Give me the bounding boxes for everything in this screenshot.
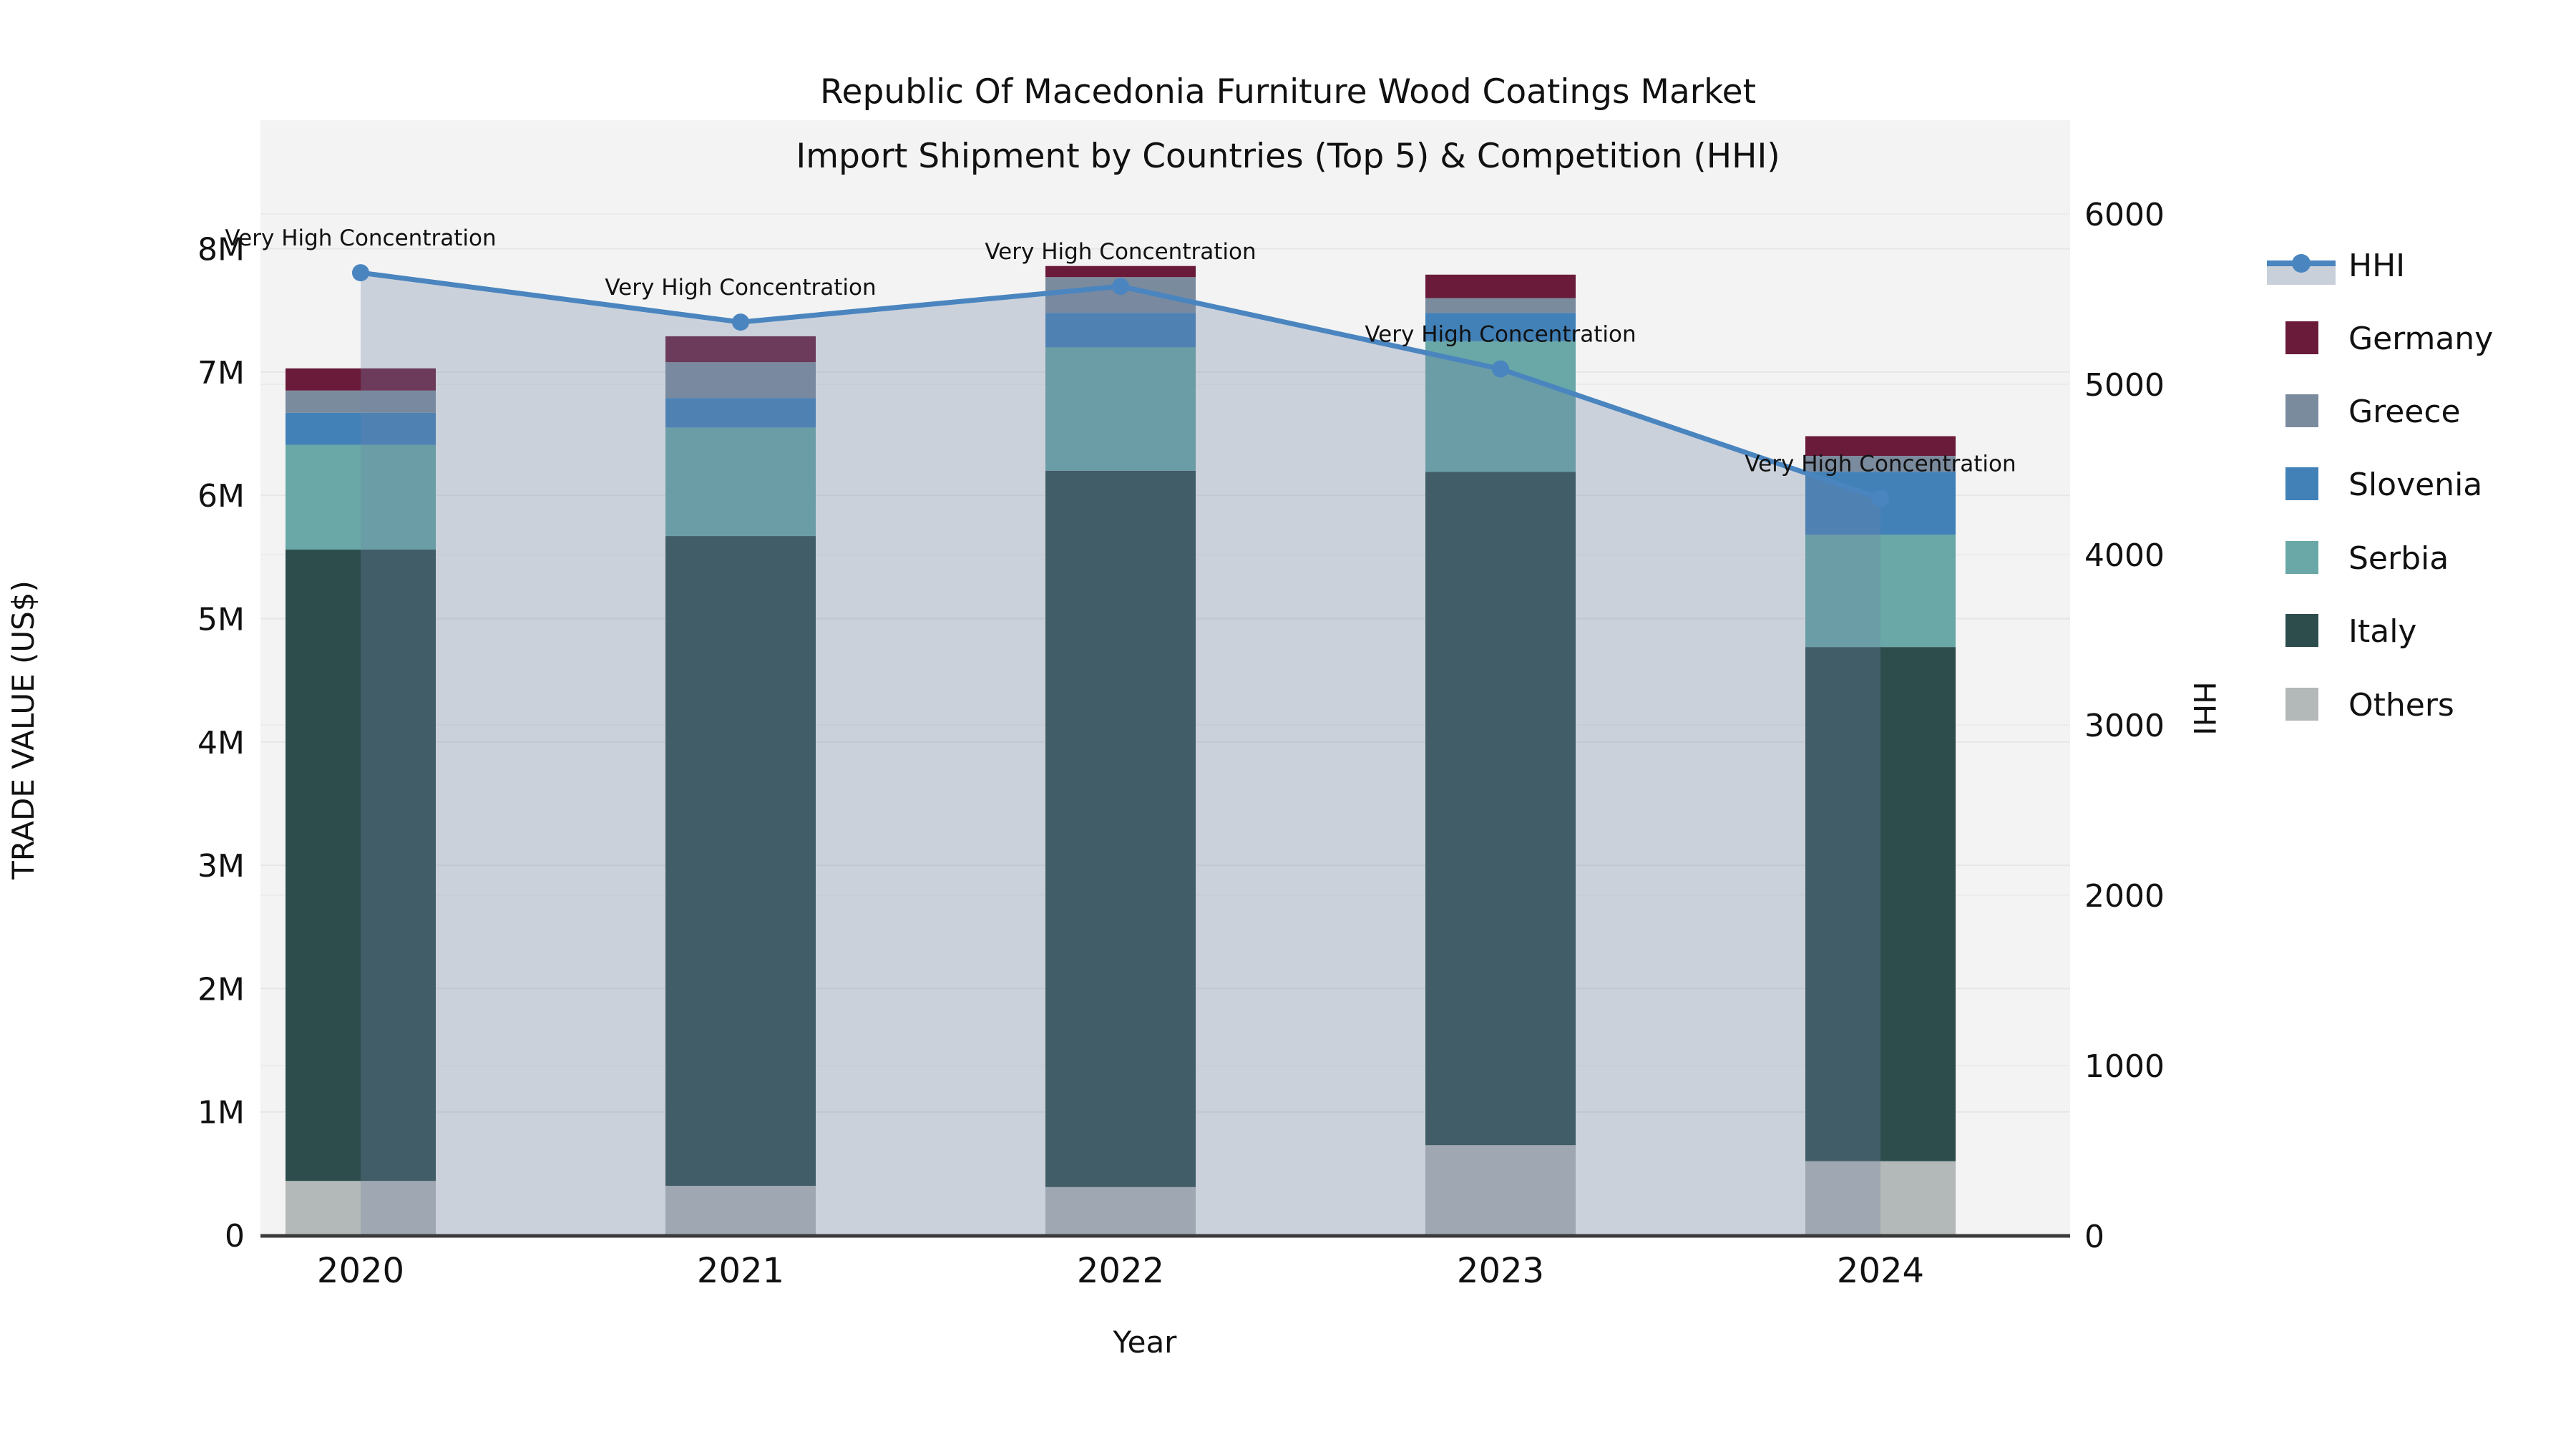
y-axis-label-left: TRADE VALUE (US$) — [6, 580, 41, 880]
annotation-2021: Very High Concentration — [605, 275, 876, 301]
plot-area: Very High Concentration Very High Concent… — [197, 120, 2165, 1291]
legend-swatch-serbia — [2285, 541, 2318, 574]
legend-item-slovenia: Slovenia — [2285, 467, 2482, 503]
legend-item-serbia: Serbia — [2285, 540, 2449, 577]
annotation-2023: Very High Concentration — [1365, 322, 1636, 348]
left-tick-2M: 2M — [197, 971, 245, 1008]
hhi-marker-2020 — [352, 264, 369, 282]
chart-title-line1: Republic Of Macedonia Furniture Wood Coa… — [820, 72, 1756, 112]
legend-swatch-others — [2285, 688, 2318, 721]
bar-segment-italy-2020 — [286, 550, 436, 1181]
hhi-marker-2023 — [1492, 360, 1509, 378]
x-tick-2021: 2021 — [697, 1251, 784, 1291]
bar-segment-others-2021 — [665, 1186, 816, 1235]
bar-segment-slovenia-2022 — [1045, 313, 1196, 348]
legend-hhi-marker-swatch — [2292, 254, 2311, 273]
right-tick-4000: 4000 — [2084, 537, 2165, 574]
hhi-marker-2022 — [1112, 278, 1129, 296]
legend-item-hhi: HHI — [2267, 248, 2405, 285]
legend-swatch-germany — [2285, 321, 2318, 354]
left-tick-8M: 8M — [197, 232, 245, 268]
right-tick-3000: 3000 — [2084, 708, 2165, 744]
bar-segment-italy-2023 — [1425, 472, 1576, 1146]
legend-swatch-greece — [2285, 394, 2318, 427]
bar-segment-germany-2024 — [1805, 436, 1956, 457]
chart-title-line2: Import Shipment by Countries (Top 5) & C… — [796, 137, 1780, 176]
legend: HHI Germany Greece Slovenia Serbia Italy Other… — [2267, 248, 2493, 723]
bar-segment-slovenia-2023 — [1425, 313, 1576, 341]
bar-segment-greece-2021 — [665, 362, 816, 399]
left-tick-4M: 4M — [197, 725, 245, 761]
x-tick-2020: 2020 — [317, 1251, 404, 1291]
hhi-marker-2021 — [732, 313, 749, 331]
bar-segment-germany-2020 — [286, 368, 436, 391]
bar-segment-greece-2020 — [286, 390, 436, 413]
legend-label-slovenia: Slovenia — [2348, 467, 2482, 503]
legend-label-serbia: Serbia — [2348, 540, 2449, 577]
x-tick-2024: 2024 — [1837, 1251, 1924, 1291]
hhi-area-fill — [361, 273, 1880, 1237]
legend-label-hhi: HHI — [2348, 248, 2405, 284]
bar-segment-serbia-2024 — [1805, 535, 1956, 648]
left-tick-7M: 7M — [197, 355, 245, 391]
annotation-2022: Very High Concentration — [985, 239, 1256, 265]
x-axis-label: Year — [1113, 1325, 1178, 1360]
legend-item-italy: Italy — [2285, 613, 2416, 650]
bar-segment-others-2020 — [286, 1181, 436, 1235]
bar-segment-others-2024 — [1805, 1161, 1956, 1235]
bar-segment-germany-2022 — [1045, 265, 1196, 278]
bar-segment-serbia-2021 — [665, 427, 816, 537]
y-axis-label-right: HHI — [2187, 681, 2222, 736]
bar-segment-serbia-2022 — [1045, 347, 1196, 471]
legend-swatch-slovenia — [2285, 467, 2318, 500]
legend-label-germany: Germany — [2348, 321, 2493, 357]
annotation-2020: Very High Concentration — [225, 225, 496, 251]
left-tick-6M: 6M — [197, 478, 245, 515]
hhi-marker-2024 — [1872, 489, 1889, 507]
right-tick-1000: 1000 — [2084, 1048, 2165, 1085]
legend-item-greece: Greece — [2285, 394, 2461, 430]
legend-label-others: Others — [2348, 687, 2454, 723]
bar-segment-others-2023 — [1425, 1145, 1576, 1235]
annotation-2024: Very High Concentration — [1745, 451, 2016, 477]
legend-label-italy: Italy — [2348, 613, 2416, 650]
bar-segment-serbia-2020 — [286, 444, 436, 550]
legend-item-others: Others — [2285, 687, 2454, 723]
left-tick-3M: 3M — [197, 848, 245, 885]
right-tick-5000: 5000 — [2084, 367, 2165, 404]
right-tick-6000: 6000 — [2084, 197, 2165, 233]
bar-segment-italy-2021 — [665, 536, 816, 1187]
left-tick-0: 0 — [225, 1218, 245, 1254]
bar-segment-greece-2023 — [1425, 298, 1576, 313]
bar-segment-others-2022 — [1045, 1187, 1196, 1235]
left-tick-5M: 5M — [197, 602, 245, 638]
bar-segment-slovenia-2021 — [665, 398, 816, 428]
x-tick-2022: 2022 — [1077, 1251, 1164, 1291]
x-tick-2023: 2023 — [1457, 1251, 1544, 1291]
bar-segment-italy-2024 — [1805, 647, 1956, 1161]
bar-segment-slovenia-2020 — [286, 412, 436, 445]
bar-segment-germany-2023 — [1425, 274, 1576, 298]
legend-label-greece: Greece — [2348, 394, 2461, 430]
bar-segment-italy-2022 — [1045, 470, 1196, 1187]
right-tick-0: 0 — [2084, 1219, 2104, 1255]
bar-segment-greece-2024 — [1805, 456, 1956, 472]
right-tick-2000: 2000 — [2084, 878, 2165, 915]
left-tick-1M: 1M — [197, 1095, 245, 1131]
bar-segment-germany-2021 — [665, 336, 816, 363]
legend-item-germany: Germany — [2285, 321, 2493, 357]
legend-swatch-italy — [2285, 614, 2318, 647]
